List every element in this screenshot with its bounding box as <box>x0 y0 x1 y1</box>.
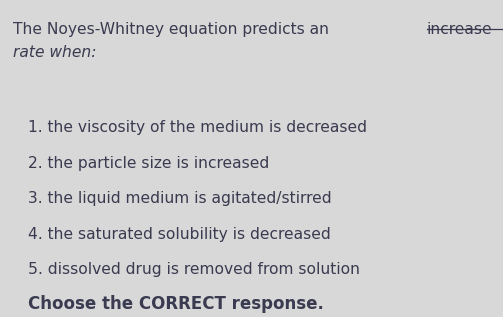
Text: The Noyes-Whitney equation predicts an: The Noyes-Whitney equation predicts an <box>13 22 333 37</box>
Text: 4. the saturated solubility is decreased: 4. the saturated solubility is decreased <box>28 227 330 242</box>
Text: rate when:: rate when: <box>13 45 96 60</box>
Text: 2. the particle size is increased: 2. the particle size is increased <box>28 156 269 171</box>
Text: 5. dissolved drug is removed from solution: 5. dissolved drug is removed from soluti… <box>28 262 360 277</box>
Text: increase: increase <box>427 22 492 37</box>
Text: Choose the CORRECT response.: Choose the CORRECT response. <box>28 295 323 313</box>
Text: 3. the liquid medium is agitated/stirred: 3. the liquid medium is agitated/stirred <box>28 191 331 206</box>
Text: 1. the viscosity of the medium is decreased: 1. the viscosity of the medium is decrea… <box>28 120 367 135</box>
